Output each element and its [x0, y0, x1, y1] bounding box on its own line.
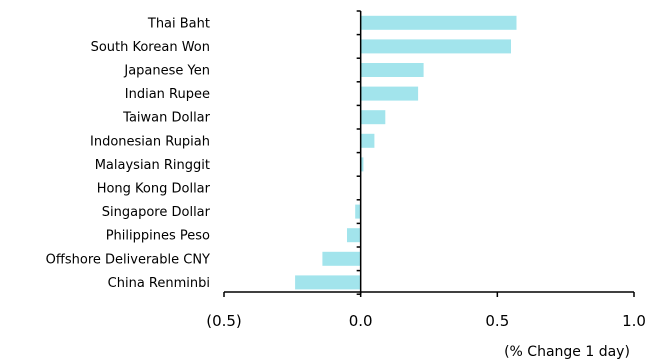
category-label: Philippines Peso [106, 229, 210, 244]
x-axis: (0.5) 0.0 0.5 1.0 [206, 291, 646, 330]
category-label: Malaysian Ringgit [95, 158, 210, 173]
category-label: Indian Rupee [125, 87, 210, 102]
bar-indonesian-rupiah [360, 133, 375, 148]
x-tick-label: 0.5 [485, 312, 509, 330]
bar-taiwan-dollar [360, 110, 386, 125]
category-label: Japanese Yen [123, 64, 210, 79]
bar-china-renminbi [295, 275, 361, 290]
bar-offshore-deliverable-cny [322, 251, 361, 266]
bar-philippines-peso [347, 228, 361, 243]
x-tick-label: (0.5) [206, 312, 242, 330]
bars-group [295, 15, 517, 290]
bar-japanese-yen [360, 63, 424, 77]
category-label: South Korean Won [91, 40, 210, 55]
bar-singapore-dollar [355, 204, 361, 219]
category-labels: Thai Baht South Korean Won Japanese Yen Ind… [46, 16, 211, 291]
category-label: Taiwan Dollar [122, 111, 210, 126]
bar-malaysian-ringgit [360, 157, 364, 172]
category-label: Offshore Deliverable CNY [46, 252, 210, 267]
category-label: Singapore Dollar [102, 205, 211, 220]
category-label: China Renminbi [108, 276, 210, 291]
x-axis-title: (% Change 1 day) [504, 344, 630, 360]
bar-indian-rupee [360, 86, 419, 101]
category-label: Indonesian Rupiah [90, 134, 210, 149]
x-tick-label: 0.0 [349, 312, 373, 330]
x-tick-label: 1.0 [622, 312, 646, 330]
y-axis [356, 10, 362, 295]
category-label: Thai Baht [147, 16, 210, 31]
bar-thai-baht [360, 15, 517, 30]
bar-south-korean-won [360, 39, 511, 54]
category-label: Hong Kong Dollar [97, 182, 211, 197]
